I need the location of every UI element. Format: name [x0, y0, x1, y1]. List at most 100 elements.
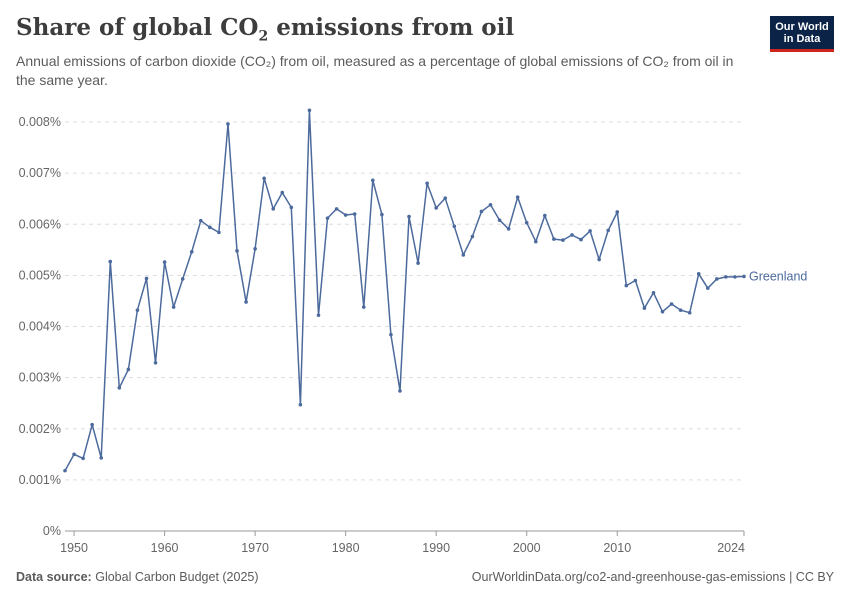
data-source-value[interactable]: Global Carbon Budget (2025): [95, 570, 259, 584]
logo-line-2: in Data: [783, 32, 821, 45]
data-point[interactable]: [515, 195, 520, 199]
data-point[interactable]: [262, 176, 266, 181]
data-point[interactable]: [425, 181, 429, 186]
data-point[interactable]: [226, 122, 230, 126]
data-point[interactable]: [506, 227, 511, 231]
y-axis-ticks: 0% 0.001% 0.002% 0.003% 0.004% 0.005% 0.006% 0.…: [19, 115, 61, 538]
data-point[interactable]: [271, 207, 276, 211]
data-point[interactable]: [235, 249, 239, 253]
data-source: Data source: Global Carbon Budget (2025): [16, 570, 259, 584]
data-point[interactable]: [153, 360, 158, 365]
data-point[interactable]: [479, 209, 484, 214]
data-point[interactable]: [135, 308, 140, 312]
data-point[interactable]: [552, 237, 556, 241]
data-point[interactable]: [217, 230, 221, 235]
footer-url[interactable]: OurWorldinData.org/co2-and-greenhouse-ga…: [471, 570, 834, 584]
data-point[interactable]: [72, 452, 76, 457]
data-point[interactable]: [579, 237, 583, 242]
x-tick-label: 1950: [60, 541, 88, 555]
y-tick-label: 0.004%: [19, 320, 61, 334]
data-point[interactable]: [352, 212, 357, 216]
data-point[interactable]: [289, 205, 294, 210]
data-point[interactable]: [669, 302, 674, 306]
x-tick-label: 1960: [151, 541, 179, 555]
data-point[interactable]: [416, 261, 420, 265]
data-point[interactable]: [488, 203, 493, 207]
data-point[interactable]: [715, 277, 719, 281]
data-point[interactable]: [570, 233, 574, 237]
data-point[interactable]: [244, 300, 248, 304]
data-point[interactable]: [543, 213, 547, 218]
data-point[interactable]: [126, 367, 131, 372]
data-point[interactable]: [298, 402, 303, 407]
data-point[interactable]: [407, 214, 411, 219]
data-point[interactable]: [642, 306, 647, 310]
y-tick-label: 0.008%: [19, 115, 61, 129]
data-point[interactable]: [180, 277, 185, 281]
data-point[interactable]: [696, 272, 701, 276]
y-tick-label: 0%: [43, 524, 61, 538]
data-point[interactable]: [371, 178, 375, 183]
data-point[interactable]: [280, 190, 285, 195]
data-point[interactable]: [99, 456, 104, 460]
data-point[interactable]: [497, 218, 502, 222]
data-point[interactable]: [452, 224, 457, 229]
series-line-greenland[interactable]: [64, 109, 745, 472]
data-point[interactable]: [361, 305, 366, 309]
data-point[interactable]: [443, 196, 448, 200]
data-point[interactable]: [171, 305, 176, 309]
data-point[interactable]: [606, 228, 610, 233]
data-point[interactable]: [63, 468, 67, 473]
data-point[interactable]: [199, 218, 203, 223]
data-point[interactable]: [316, 313, 321, 318]
data-point[interactable]: [678, 308, 683, 312]
data-point[interactable]: [434, 206, 438, 210]
x-tick-label: 2010: [603, 541, 631, 555]
data-point[interactable]: [144, 276, 149, 281]
data-point[interactable]: [334, 207, 339, 211]
data-point[interactable]: [398, 389, 402, 393]
x-tick-label: 2000: [513, 541, 541, 555]
data-point[interactable]: [81, 456, 85, 461]
y-tick-label: 0.007%: [19, 166, 61, 180]
data-point[interactable]: [162, 260, 167, 264]
data-point[interactable]: [742, 274, 746, 279]
data-point[interactable]: [733, 275, 737, 279]
data-point[interactable]: [651, 290, 656, 295]
data-point[interactable]: [325, 216, 330, 220]
data-point[interactable]: [253, 246, 257, 251]
x-tick-label: 1970: [241, 541, 269, 555]
data-source-label: Data source:: [16, 570, 92, 584]
series-label-greenland[interactable]: Greenland: [749, 269, 807, 283]
data-point[interactable]: [615, 210, 620, 214]
data-point[interactable]: [108, 259, 113, 264]
data-point[interactable]: [660, 309, 665, 314]
data-point[interactable]: [633, 278, 638, 283]
data-point[interactable]: [533, 239, 538, 244]
data-point[interactable]: [189, 250, 194, 254]
data-point[interactable]: [117, 386, 122, 390]
data-point[interactable]: [380, 212, 384, 217]
x-tick-label: 1990: [422, 541, 450, 555]
data-point[interactable]: [561, 238, 565, 242]
data-point[interactable]: [90, 422, 94, 427]
data-point[interactable]: [208, 225, 212, 230]
data-point[interactable]: [461, 253, 466, 257]
data-point[interactable]: [687, 310, 692, 315]
data-point[interactable]: [343, 213, 348, 217]
data-point[interactable]: [470, 234, 475, 239]
y-tick-label: 0.006%: [19, 217, 61, 231]
gridlines: [65, 121, 744, 481]
data-point[interactable]: [624, 283, 629, 288]
owid-logo[interactable]: Our World in Data: [770, 16, 834, 52]
data-point[interactable]: [724, 275, 728, 279]
data-point[interactable]: [588, 229, 592, 233]
data-point[interactable]: [705, 286, 710, 290]
data-point[interactable]: [597, 257, 601, 262]
data-point[interactable]: [389, 332, 393, 337]
data-point[interactable]: [524, 220, 529, 225]
data-point[interactable]: [307, 108, 312, 113]
y-tick-label: 0.005%: [19, 268, 61, 282]
y-tick-label: 0.002%: [19, 422, 61, 436]
